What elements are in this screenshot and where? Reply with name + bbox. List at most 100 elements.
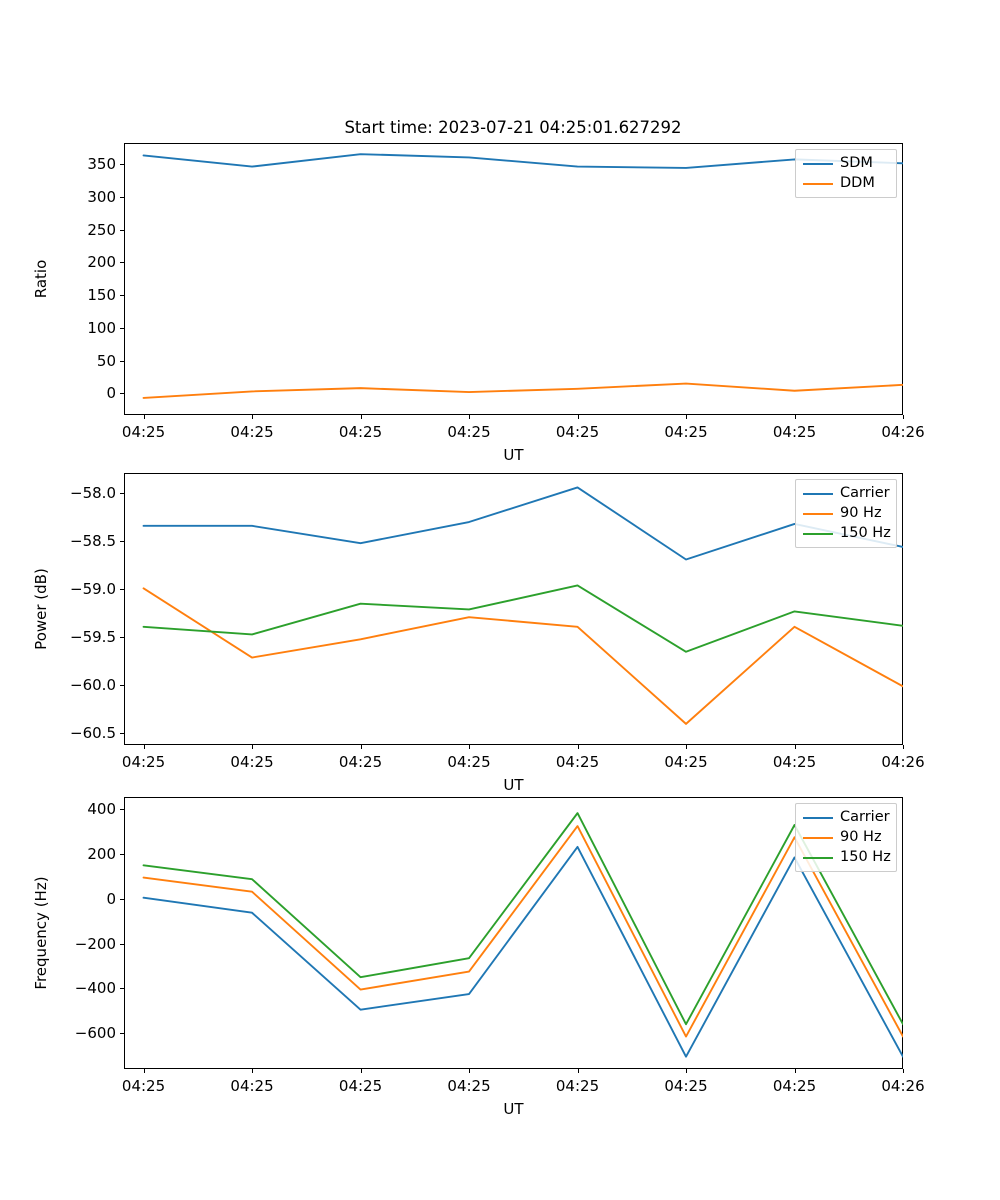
x-tick-mark — [686, 745, 687, 749]
x-tick-mark — [469, 415, 471, 419]
y-tick-mark — [120, 988, 124, 990]
series-line-90-hz — [142, 587, 903, 725]
x-tick-mark — [360, 1069, 362, 1073]
x-tick-mark — [794, 745, 796, 749]
legend-item: 150 Hz — [803, 525, 891, 542]
y-tick-label: 400 — [87, 800, 116, 819]
y-tick-label: 250 — [87, 220, 116, 239]
y-tick-label: 50 — [96, 351, 116, 370]
series-line-carrier — [142, 486, 903, 561]
legend-swatch-icon — [803, 816, 833, 819]
x-tick-mark — [469, 1069, 471, 1073]
x-tick-mark — [577, 745, 579, 749]
legend[interactable]: Carrier 90 Hz 150 Hz — [795, 803, 897, 872]
legend-swatch-icon — [803, 182, 833, 185]
x-tick-mark — [794, 1069, 796, 1073]
legend-item: 90 Hz — [803, 829, 889, 846]
x-tick-mark — [577, 1069, 579, 1073]
y-tick-label: 150 — [87, 286, 116, 305]
x-tick-mark — [903, 415, 904, 419]
y-tick-label: 200 — [87, 845, 116, 864]
y-tick-mark — [120, 733, 124, 735]
x-tick-mark — [360, 745, 362, 749]
y-tick-label: −58.5 — [70, 532, 116, 551]
y-tick-label: −200 — [74, 934, 116, 953]
legend[interactable]: Carrier 90 Hz 150 Hz — [795, 479, 897, 548]
x-tick-mark — [794, 415, 796, 419]
x-tick-label: 04:25 — [772, 753, 817, 771]
y-tick-label: 0 — [106, 384, 116, 403]
legend-swatch-icon — [803, 512, 833, 515]
legend-item: 150 Hz — [803, 849, 891, 866]
x-tick-mark — [252, 745, 254, 749]
x-tick-mark — [577, 415, 579, 419]
y-tick-label: −58.0 — [70, 484, 116, 503]
legend[interactable]: SDM DDM — [795, 149, 897, 198]
legend-label: 90 Hz — [840, 829, 882, 846]
legend-swatch-icon — [803, 836, 833, 839]
x-tick-label: 04:26 — [881, 423, 925, 441]
x-tick-mark — [469, 745, 471, 749]
y-tick-mark — [120, 163, 124, 165]
x-axis-label: UT — [503, 776, 524, 794]
y-tick-mark — [120, 809, 124, 811]
x-tick-label: 04:25 — [338, 753, 383, 771]
figure-title: Start time: 2023-07-21 04:25:01.627292 — [344, 118, 682, 137]
x-tick-label: 04:25 — [664, 753, 708, 771]
x-tick-label: 04:25 — [230, 753, 274, 771]
legend-label: 150 Hz — [840, 849, 891, 866]
legend-label: 90 Hz — [840, 505, 882, 522]
y-tick-mark — [120, 637, 124, 639]
y-tick-label: −600 — [74, 1024, 116, 1043]
axes-frame — [124, 143, 903, 415]
y-tick-label: 200 — [87, 253, 116, 272]
x-tick-label: 04:25 — [121, 1077, 166, 1095]
legend-label: SDM — [840, 155, 873, 172]
y-tick-label: −60.5 — [70, 724, 116, 743]
series-line-150-hz — [142, 812, 903, 1026]
legend-item: Carrier — [803, 809, 890, 826]
y-tick-mark — [120, 229, 124, 231]
x-tick-mark — [143, 1069, 145, 1073]
legend-label: Carrier — [840, 485, 890, 502]
y-tick-mark — [120, 589, 124, 591]
x-tick-label: 04:25 — [338, 1077, 383, 1095]
series-line-ddm — [142, 382, 903, 399]
y-tick-mark — [120, 493, 124, 495]
y-tick-mark — [120, 196, 124, 198]
y-tick-mark — [120, 541, 124, 543]
x-tick-mark — [686, 415, 687, 419]
x-tick-label: 04:25 — [555, 1077, 600, 1095]
x-tick-label: 04:25 — [338, 423, 383, 441]
x-tick-label: 04:25 — [121, 423, 166, 441]
y-tick-label: 0 — [106, 889, 116, 908]
legend-swatch-icon — [803, 162, 833, 165]
x-tick-label: 04:25 — [664, 423, 708, 441]
x-tick-label: 04:26 — [881, 1077, 925, 1095]
y-tick-mark — [120, 295, 124, 297]
y-tick-mark — [120, 898, 124, 900]
x-tick-mark — [686, 1069, 687, 1073]
x-tick-label: 04:25 — [555, 423, 600, 441]
x-tick-mark — [143, 745, 145, 749]
x-tick-mark — [903, 745, 904, 749]
x-axis-label: UT — [503, 446, 524, 464]
series-line-carrier — [142, 845, 903, 1058]
legend-item: DDM — [803, 175, 889, 192]
x-tick-label: 04:25 — [230, 1077, 274, 1095]
legend-label: DDM — [840, 175, 875, 192]
x-tick-mark — [143, 415, 145, 419]
y-tick-label: 350 — [87, 154, 116, 173]
legend-label: Carrier — [840, 809, 890, 826]
y-tick-label: −59.0 — [70, 580, 116, 599]
x-axis-label: UT — [503, 1100, 524, 1118]
x-tick-label: 04:25 — [664, 1077, 708, 1095]
y-tick-mark — [120, 854, 124, 856]
x-tick-label: 04:25 — [121, 753, 166, 771]
